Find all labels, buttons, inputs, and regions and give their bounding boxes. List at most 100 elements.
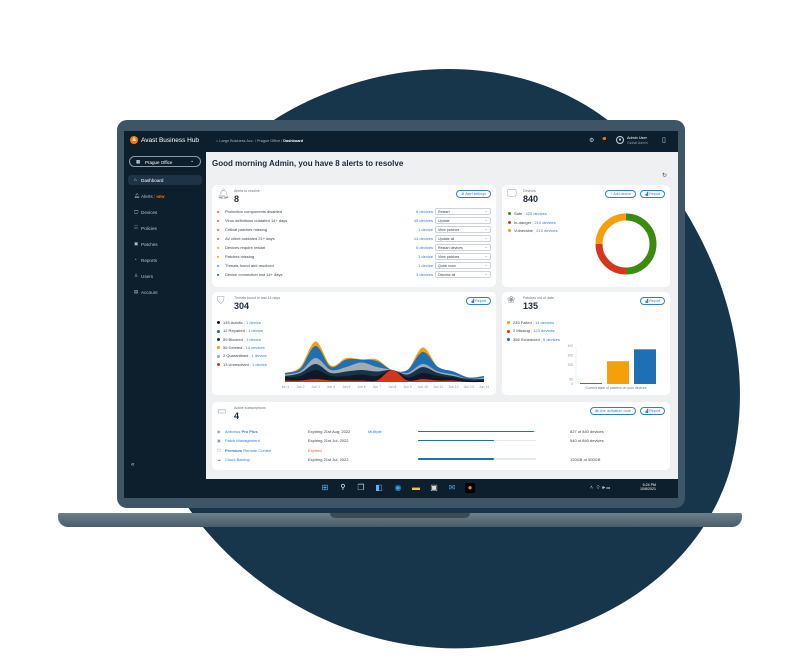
sidebar-item-alerts[interactable]: 🔔︎ Alerts | NEW <box>134 193 165 199</box>
alert-devices-link[interactable]: 1 device <box>418 263 433 268</box>
subscription-name-link[interactable]: Antivirus Pro Plus <box>225 429 258 434</box>
bar-missing[interactable] <box>580 383 602 384</box>
alert-action-select[interactable]: Restart devices <box>435 244 491 251</box>
threat-devices-link[interactable]: 1 device <box>248 328 263 334</box>
devices-donut-chart <box>595 213 657 275</box>
top-bar: a Avast Business Hub ⌂ Large Business Ac… <box>124 131 678 152</box>
alert-devices-link[interactable]: 45 devices <box>413 218 433 223</box>
donut-slice-safe[interactable] <box>625 213 657 275</box>
alert-type-icon: ■ <box>217 272 220 277</box>
windows-start-icon[interactable]: ⊞ <box>321 483 329 492</box>
alert-settings-button[interactable]: ⚙ Alert settings <box>456 190 491 199</box>
patches-report-button[interactable]: ▟ Report <box>640 297 665 306</box>
device-status-label: Vulnerable <box>514 228 533 233</box>
device-status-label: Safe <box>514 211 523 216</box>
alert-action-select[interactable]: Quick scan <box>435 262 491 269</box>
threat-devices-link[interactable]: 1 device <box>252 361 267 367</box>
breadcrumb-item[interactable]: Prague Office <box>256 139 281 143</box>
threat-label: 13 Unresolved <box>223 361 249 367</box>
patch-status-label: 245 Failed <box>513 320 532 325</box>
device-status-link[interactable]: 210 devices <box>534 219 556 225</box>
alert-item: ■ Devices require restart <box>217 245 265 250</box>
chevron-down-icon: ⌄ <box>190 158 194 163</box>
clock[interactable]: 5:24 PM 10/8/2021 <box>640 483 656 491</box>
device-status-link[interactable]: 210 devices <box>536 228 558 233</box>
x-tick-label: Jun 10 <box>418 385 428 389</box>
alert-devices-link[interactable]: 6 devices <box>416 245 433 250</box>
device-status-link[interactable]: 420 devices <box>525 211 547 216</box>
donut-slice-vulnerable[interactable] <box>595 213 627 245</box>
alert-action-select[interactable]: Dismiss all <box>435 271 491 278</box>
avatar[interactable]: ● <box>616 136 624 144</box>
alert-action-select[interactable]: View patches <box>435 253 491 260</box>
legend-dot <box>217 354 220 358</box>
subscription-name-link[interactable]: Patch Management <box>225 438 260 444</box>
task-view-icon[interactable]: ❐ <box>357 483 365 492</box>
devices-switch-icon[interactable]: ▯ <box>662 137 666 144</box>
sidebar-item-dashboard[interactable]: ⌂ Dashboard <box>128 175 202 185</box>
subscription-usage-bar <box>418 439 536 442</box>
threat-devices-link[interactable]: 1 device <box>246 320 261 325</box>
sidebar-item-devices[interactable]: 🖵︎ Devices <box>128 207 202 217</box>
subscription-multiple-link[interactable]: Multiple <box>368 429 382 434</box>
patch-devices-link[interactable]: 123 devices <box>533 328 555 334</box>
file-explorer-icon[interactable]: ▬ <box>412 483 420 492</box>
widgets-icon[interactable]: ◧ <box>375 483 383 492</box>
y-tick-label: 300 <box>568 354 574 358</box>
monitor-icon: 🖵︎ <box>507 188 517 199</box>
alert-action-select[interactable]: Restart <box>435 208 491 215</box>
avast-app-icon[interactable]: ● <box>465 483 475 493</box>
subscription-name-link[interactable]: Cloud Backup <box>225 456 250 462</box>
alert-devices-link[interactable]: 1 device <box>418 254 433 259</box>
product-icon: ❐ <box>217 447 221 453</box>
alert-action-select[interactable]: View patches <box>435 226 491 233</box>
breadcrumb-current: Dashboard <box>283 139 304 143</box>
breadcrumb-item[interactable]: Large Business Acc. <box>219 139 254 143</box>
add-device-button[interactable]: + Add device <box>605 190 636 199</box>
date: 10/8/2021 <box>640 487 656 491</box>
alert-text: Threats found and resolved <box>225 263 274 268</box>
app-title: Avast Business Hub <box>141 136 200 144</box>
x-tick-label: Jun 9 <box>403 385 411 389</box>
donut-slice-in-danger[interactable] <box>595 243 627 275</box>
legend-dot <box>507 338 510 342</box>
sidebar-item-users[interactable]: ♙ Users <box>128 271 202 281</box>
product-icon: ◉ <box>217 429 221 434</box>
alert-action-select[interactable]: Update all <box>435 235 491 242</box>
gear-icon[interactable]: ⚙ <box>589 138 595 144</box>
alert-action-select[interactable]: Update <box>435 217 491 224</box>
alert-devices-link[interactable]: 6 devices <box>416 209 433 214</box>
bar-failed[interactable] <box>607 361 629 384</box>
site-selector[interactable]: ▦ Prague Office ⌄ <box>129 156 201 167</box>
patch-devices-link[interactable]: 14 devices <box>534 320 555 325</box>
alert-devices-link[interactable]: 14 devices <box>413 236 433 241</box>
edge-icon[interactable]: ◉ <box>394 483 402 492</box>
patch-devices-link[interactable]: 6 devices <box>543 336 560 342</box>
threat-devices-link[interactable]: 14 devices <box>245 344 265 350</box>
tray-icons[interactable]: ˄ ⌔ 🕪︎ ▭ <box>590 485 611 491</box>
use-activation-code-button[interactable]: ▤ Use activation code <box>590 407 636 416</box>
search-icon[interactable]: ⚲ <box>340 484 346 491</box>
sidebar-item-policies[interactable]: ☷ Policies <box>128 223 202 233</box>
store-icon[interactable]: ▣ <box>430 483 438 492</box>
alert-devices-link[interactable]: 3 devices <box>416 272 433 277</box>
device-status-item: Safe | 420 devices <box>508 211 547 216</box>
sidebar-item-reports[interactable]: ◔ Reports <box>128 255 202 265</box>
subscriptions-label: Active subscriptions <box>234 406 266 410</box>
subscription-name-link[interactable]: Premium Remote Control <box>225 447 272 453</box>
threat-devices-link[interactable]: 1 device <box>246 336 261 342</box>
mail-icon[interactable]: ✉ <box>448 483 456 492</box>
patch-status-label: 356 Scheduled <box>513 336 540 342</box>
alert-devices-link[interactable]: 1 device <box>418 227 433 232</box>
bar-scheduled[interactable] <box>634 349 656 384</box>
chevrons-left-icon[interactable]: « <box>131 462 135 468</box>
devices-report-button[interactable]: ▟ Report <box>640 190 665 199</box>
legend-dot <box>217 321 220 325</box>
sidebar-item-patches[interactable]: ▣ Patches <box>128 239 202 249</box>
threats-report-button[interactable]: ▟ Report <box>466 297 491 306</box>
subscriptions-report-button[interactable]: ▟ Report <box>640 407 665 416</box>
threat-devices-link[interactable]: 1 device <box>251 353 267 359</box>
notifications-icon[interactable]: ◔ <box>601 137 606 143</box>
sidebar-item-account[interactable]: ▤ Account <box>128 287 202 297</box>
refresh-icon[interactable]: ↻ <box>662 173 668 179</box>
